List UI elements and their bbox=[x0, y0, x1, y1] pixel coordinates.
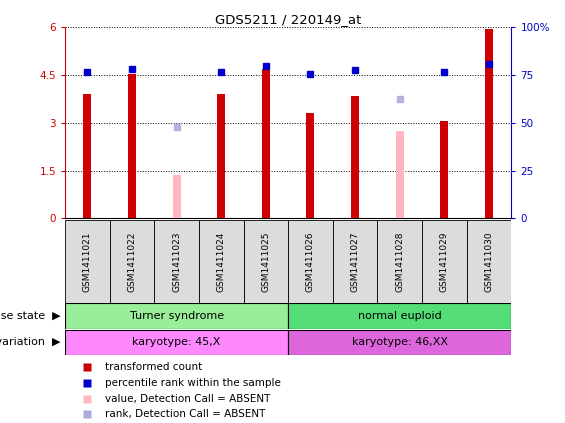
Bar bbox=[288, 220, 333, 303]
Bar bbox=[467, 220, 511, 303]
Text: disease state  ▶: disease state ▶ bbox=[0, 311, 60, 321]
Bar bbox=[65, 303, 288, 329]
Text: karyotype: 45,X: karyotype: 45,X bbox=[132, 337, 221, 347]
Text: GSM1411025: GSM1411025 bbox=[262, 231, 270, 292]
Bar bbox=[306, 113, 315, 218]
Text: percentile rank within the sample: percentile rank within the sample bbox=[105, 378, 281, 388]
Bar bbox=[377, 220, 422, 303]
Text: GSM1411029: GSM1411029 bbox=[440, 231, 449, 292]
Bar bbox=[288, 303, 511, 329]
Text: GSM1411021: GSM1411021 bbox=[83, 231, 92, 292]
Text: GSM1411027: GSM1411027 bbox=[351, 231, 359, 292]
Bar bbox=[83, 94, 92, 218]
Text: GSM1411024: GSM1411024 bbox=[217, 231, 225, 292]
Bar bbox=[396, 131, 404, 218]
Bar bbox=[485, 29, 493, 218]
Text: Turner syndrome: Turner syndrome bbox=[129, 311, 224, 321]
Title: GDS5211 / 220149_at: GDS5211 / 220149_at bbox=[215, 14, 362, 26]
Bar bbox=[199, 220, 244, 303]
Text: GSM1411028: GSM1411028 bbox=[396, 231, 404, 292]
Text: value, Detection Call = ABSENT: value, Detection Call = ABSENT bbox=[105, 393, 271, 404]
Text: GSM1411023: GSM1411023 bbox=[172, 231, 181, 292]
Text: GSM1411030: GSM1411030 bbox=[485, 231, 493, 292]
Bar bbox=[110, 220, 154, 303]
Text: transformed count: transformed count bbox=[105, 362, 202, 372]
Bar bbox=[422, 220, 467, 303]
Text: rank, Detection Call = ABSENT: rank, Detection Call = ABSENT bbox=[105, 409, 266, 419]
Bar bbox=[351, 96, 359, 218]
Bar bbox=[440, 121, 449, 218]
Text: karyotype: 46,XX: karyotype: 46,XX bbox=[352, 337, 447, 347]
Bar bbox=[244, 220, 288, 303]
Bar bbox=[65, 220, 110, 303]
Text: GSM1411026: GSM1411026 bbox=[306, 231, 315, 292]
Text: normal euploid: normal euploid bbox=[358, 311, 442, 321]
Bar bbox=[128, 74, 136, 218]
Text: GSM1411022: GSM1411022 bbox=[128, 231, 136, 292]
Bar bbox=[154, 220, 199, 303]
Bar bbox=[262, 69, 270, 218]
Bar bbox=[217, 94, 225, 218]
Bar bbox=[65, 330, 288, 355]
Text: genotype/variation  ▶: genotype/variation ▶ bbox=[0, 337, 60, 347]
Bar bbox=[172, 176, 181, 218]
Bar bbox=[333, 220, 377, 303]
Bar bbox=[288, 330, 511, 355]
